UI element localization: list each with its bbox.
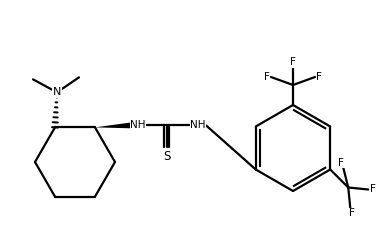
Text: S: S [163, 150, 171, 163]
Text: F: F [290, 57, 296, 67]
Text: NH: NH [130, 120, 146, 130]
Text: F: F [349, 208, 355, 219]
Text: F: F [338, 157, 344, 168]
Text: F: F [264, 72, 270, 82]
Text: N: N [53, 87, 61, 97]
Text: NH: NH [190, 120, 206, 130]
Text: F: F [316, 72, 322, 82]
Polygon shape [95, 122, 132, 128]
Text: F: F [370, 184, 376, 194]
